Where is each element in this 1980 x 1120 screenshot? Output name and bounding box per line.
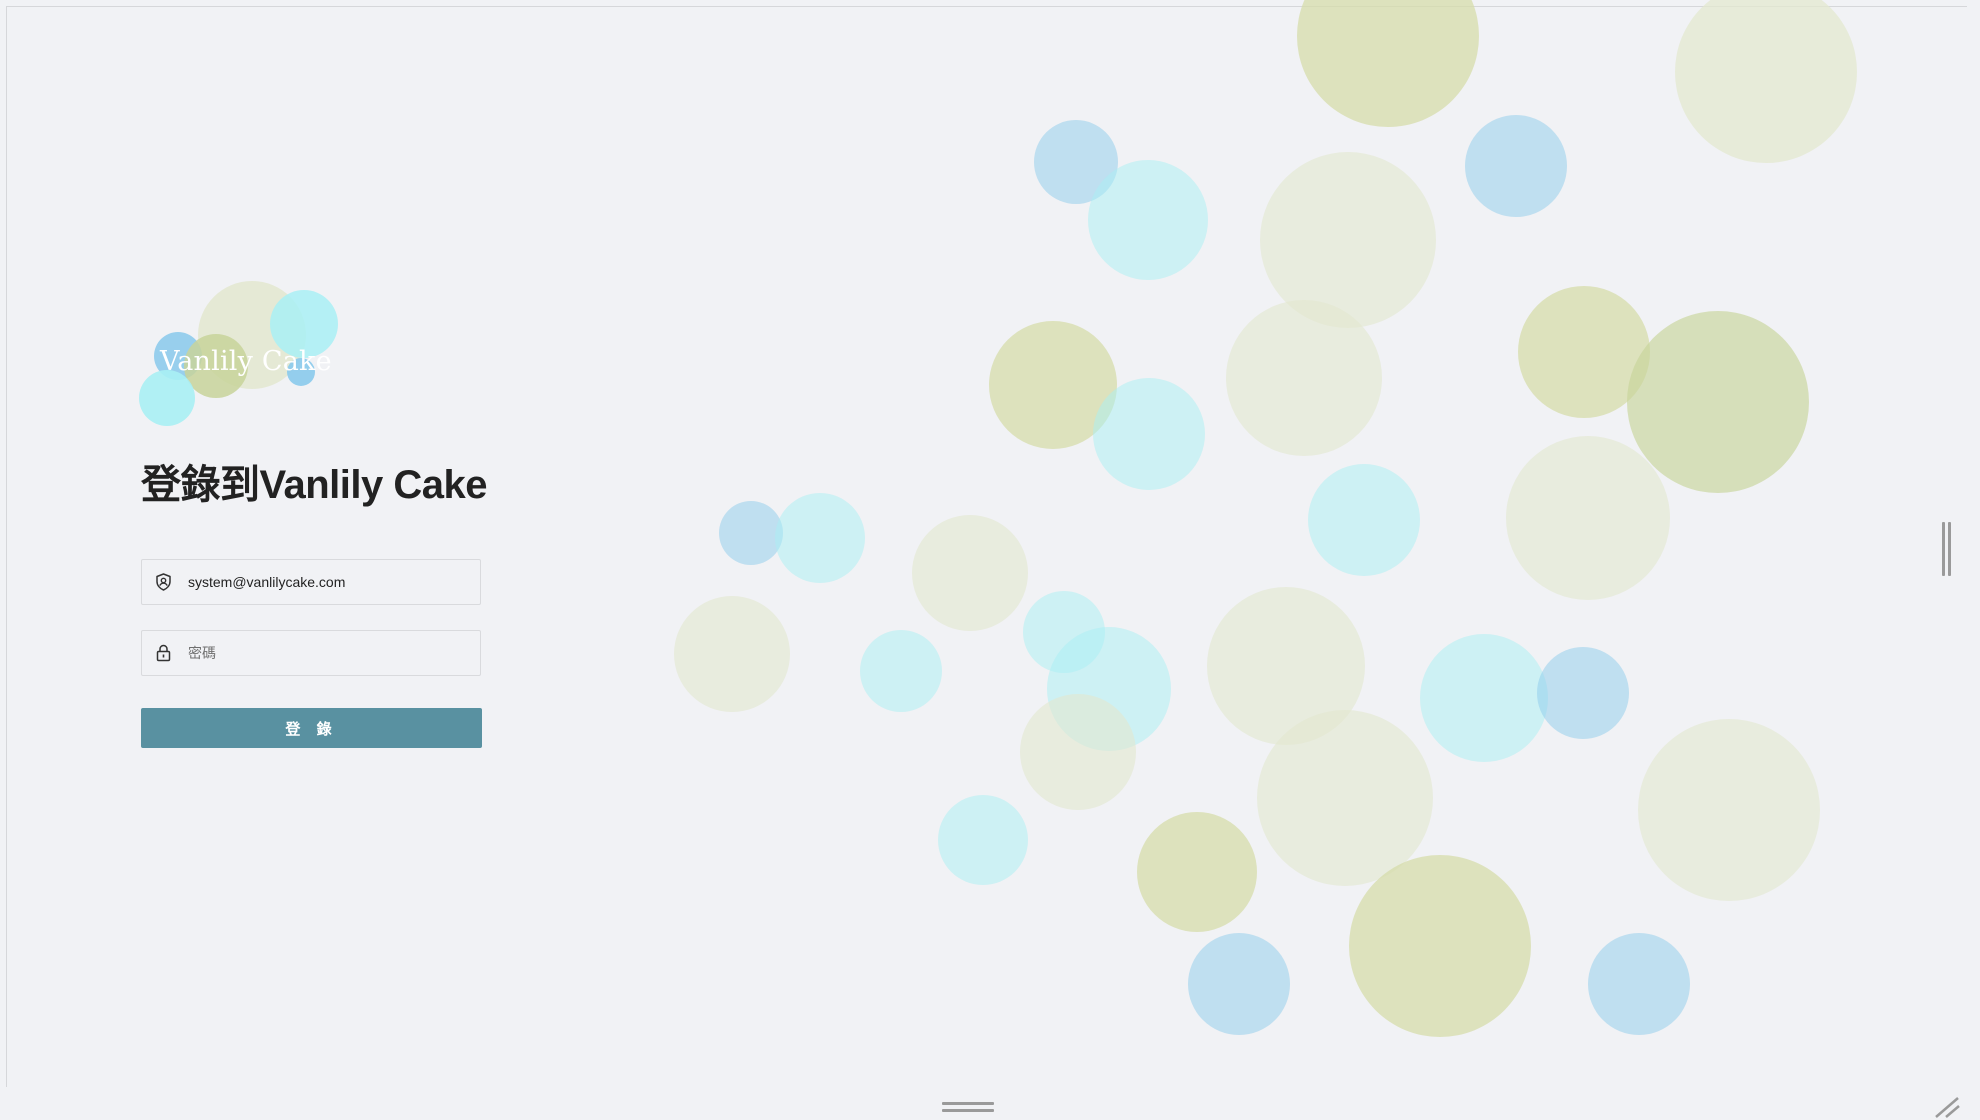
lock-icon <box>154 644 172 662</box>
password-input[interactable] <box>188 645 458 661</box>
password-field[interactable] <box>141 630 481 676</box>
resize-grip-icon[interactable] <box>1934 1096 1962 1118</box>
login-button[interactable]: 登 錄 <box>141 708 482 748</box>
vertical-resize-handle[interactable] <box>1942 522 1952 576</box>
logo-bubbles <box>139 281 338 426</box>
handle-bar <box>942 1102 994 1105</box>
app-window <box>6 6 1967 1087</box>
logo-text: Vanlily Cake <box>160 346 332 377</box>
handle-bar <box>1942 522 1945 576</box>
email-field[interactable] <box>141 559 481 605</box>
page-title: 登錄到Vanlily Cake <box>141 463 487 507</box>
handle-bar <box>942 1109 994 1112</box>
horizontal-resize-handle[interactable] <box>942 1102 994 1114</box>
shield-user-icon <box>154 573 172 591</box>
handle-bar <box>1948 522 1951 576</box>
email-input[interactable] <box>188 574 458 590</box>
